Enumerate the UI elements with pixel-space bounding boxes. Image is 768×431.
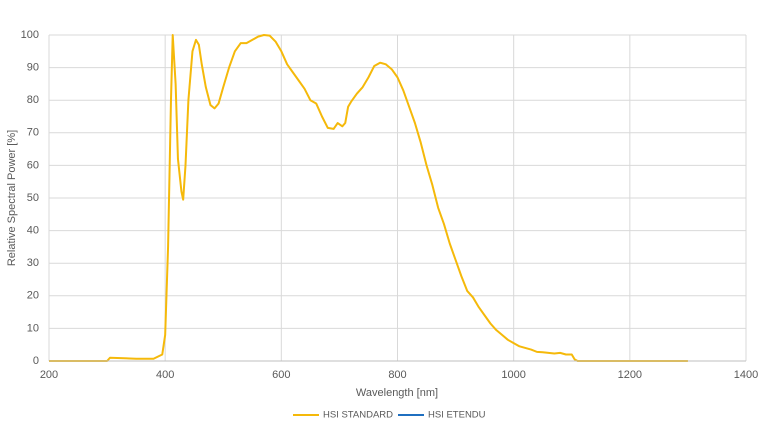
x-tick-label: 1200 — [618, 369, 642, 381]
y-tick-label: 50 — [27, 192, 39, 204]
x-tick-label: 600 — [272, 369, 290, 381]
y-tick-label: 10 — [27, 322, 39, 334]
y-tick-label: 70 — [27, 127, 39, 139]
y-tick-label: 0 — [33, 355, 39, 367]
x-axis-title: Wavelength [nm] — [356, 387, 438, 399]
x-tick-label: 1400 — [734, 369, 758, 381]
x-tick-label: 1000 — [501, 369, 525, 381]
y-tick-label: 90 — [27, 62, 39, 74]
x-tick-label: 200 — [40, 369, 58, 381]
y-tick-label: 20 — [27, 290, 39, 302]
y-tick-label: 80 — [27, 94, 39, 106]
y-tick-label: 100 — [21, 29, 39, 41]
y-tick-label: 40 — [27, 225, 39, 237]
legend-label: HSI STANDARD — [323, 410, 393, 421]
x-tick-label: 400 — [156, 369, 174, 381]
series-line — [49, 34, 688, 362]
y-axis-title: Relative Spectral Power [%] — [6, 130, 18, 266]
y-tick-label: 60 — [27, 159, 39, 171]
legend-label: HSI ETENDU — [428, 410, 486, 421]
x-tick-label: 800 — [388, 369, 406, 381]
y-tick-label: 30 — [27, 257, 39, 269]
